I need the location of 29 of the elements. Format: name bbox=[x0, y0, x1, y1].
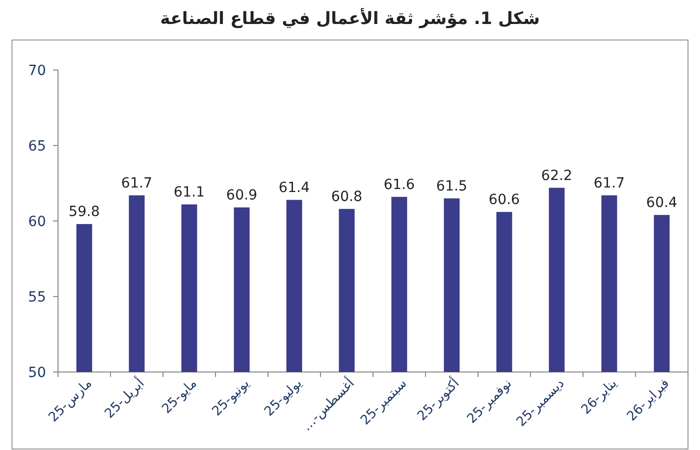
chart-title: شكل 1. مؤشر ثقة الأعمال في قطاع الصناعة bbox=[160, 7, 540, 29]
data-label: 60.9 bbox=[226, 187, 258, 204]
x-tick-label: أبريل-25 bbox=[100, 374, 148, 422]
data-label: 61.6 bbox=[384, 176, 415, 193]
data-label: 60.4 bbox=[646, 194, 678, 211]
data-label: 62.2 bbox=[541, 168, 572, 184]
data-label: 59.8 bbox=[68, 204, 100, 220]
x-tick-label: مايو-25 bbox=[159, 376, 200, 417]
x-tick-label: نوفمبر-25 bbox=[464, 376, 516, 427]
x-tick-label: ديسمبر-25 bbox=[514, 376, 568, 430]
x-tick-label: يونيو-25 bbox=[210, 376, 253, 420]
x-tick-label: يناير-26 bbox=[578, 376, 620, 418]
data-label: 61.7 bbox=[121, 175, 152, 192]
x-tick-label: أكتوبر-25 bbox=[413, 374, 463, 424]
data-label: 61.7 bbox=[594, 175, 625, 192]
x-tick-label: فبراير-26 bbox=[624, 376, 673, 424]
x-tick-label: مارس-25 bbox=[46, 376, 96, 426]
data-label: 61.5 bbox=[436, 178, 468, 194]
y-tick-label: 50 bbox=[28, 365, 46, 381]
y-tick-label: 65 bbox=[28, 138, 46, 154]
data-label: 60.6 bbox=[488, 192, 520, 208]
data-label: 61.1 bbox=[174, 184, 205, 200]
y-tick-label: 70 bbox=[28, 63, 46, 79]
y-tick-label: 55 bbox=[28, 290, 46, 306]
y-tick-label: 60 bbox=[28, 214, 46, 230]
data-label: 60.8 bbox=[331, 188, 362, 205]
x-tick-label: سبتمبر-25 bbox=[358, 376, 410, 428]
x-tick-label: يوليو-25 bbox=[262, 376, 306, 420]
data-label: 61.4 bbox=[278, 180, 310, 196]
